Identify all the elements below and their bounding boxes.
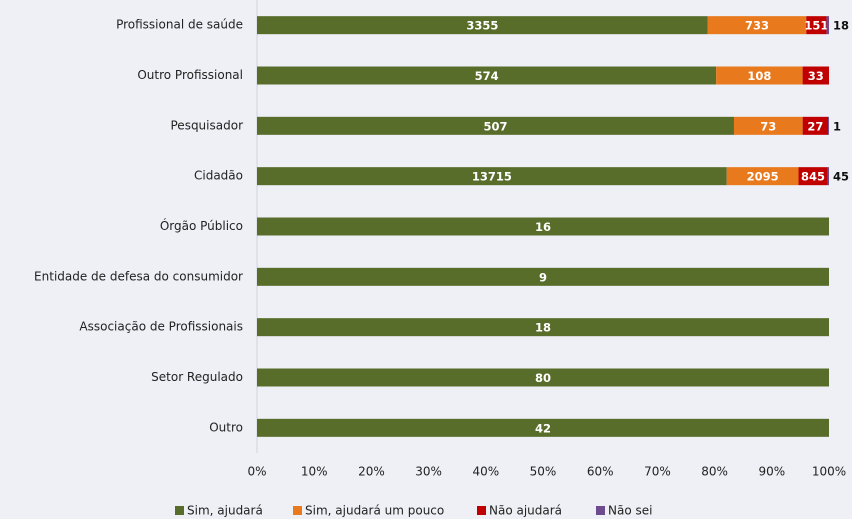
- x-tick-label: 70%: [644, 465, 671, 479]
- data-label: 3355: [466, 19, 498, 33]
- bar-segment: [802, 116, 829, 135]
- bar-segment: [257, 217, 829, 236]
- data-label: 733: [745, 19, 769, 33]
- bar-segment: [257, 116, 734, 135]
- data-label: 1: [833, 119, 841, 133]
- bar-segment: [257, 368, 829, 387]
- data-label: 80: [535, 371, 551, 385]
- bar-segment: [827, 167, 829, 186]
- y-tick-label: Pesquisador: [171, 118, 244, 132]
- x-tick-label: 30%: [415, 465, 442, 479]
- bar-segment: [826, 16, 829, 35]
- y-tick-label: Profissional de saúde: [116, 18, 243, 32]
- legend-swatch: [175, 506, 184, 515]
- y-tick-label: Cidadão: [194, 169, 243, 183]
- bar-segment: [257, 66, 717, 85]
- bar-segment: [257, 267, 829, 286]
- data-label: 574: [475, 69, 499, 83]
- data-label: 18: [535, 321, 551, 335]
- legend-label: Sim, ajudará: [187, 504, 263, 518]
- data-label: 16: [535, 220, 551, 234]
- bar-segment: [716, 66, 803, 85]
- legend-swatch: [596, 506, 605, 515]
- x-tick-label: 80%: [701, 465, 728, 479]
- data-label: 73: [760, 119, 776, 133]
- bar-segment: [828, 116, 829, 135]
- legend-swatch: [477, 506, 486, 515]
- legend-label: Não sei: [608, 504, 652, 518]
- data-label: 845: [801, 170, 825, 184]
- bar-segment: [802, 66, 829, 85]
- bar-segment: [733, 116, 803, 135]
- data-label: 33: [808, 69, 824, 83]
- legend-swatch: [293, 506, 302, 515]
- y-tick-label: Outro Profissional: [137, 68, 243, 82]
- y-tick-label: Órgão Público: [160, 218, 243, 233]
- x-tick-label: 90%: [758, 465, 785, 479]
- y-tick-label: Associação de Profissionais: [79, 320, 243, 334]
- y-tick-label: Setor Regulado: [151, 370, 243, 384]
- y-tick-label: Entidade de defesa do consumidor: [34, 269, 243, 283]
- x-tick-label: 20%: [358, 465, 385, 479]
- y-tick-label: Outro: [209, 420, 243, 434]
- legend-label: Não ajudará: [489, 504, 562, 518]
- x-tick-label: 60%: [587, 465, 614, 479]
- x-tick-label: 10%: [301, 465, 328, 479]
- x-tick-label: 50%: [530, 465, 557, 479]
- bar-segment: [726, 167, 799, 186]
- data-label: 507: [483, 119, 507, 133]
- data-label: 42: [535, 421, 551, 435]
- bar-segment: [257, 318, 829, 337]
- bar-segment: [257, 418, 829, 437]
- data-label: 9: [539, 270, 547, 284]
- bar-segment: [257, 16, 708, 35]
- data-label: 2095: [747, 170, 779, 184]
- x-tick-label: 40%: [472, 465, 499, 479]
- data-label: 13715: [472, 170, 512, 184]
- data-label: 45: [833, 170, 849, 184]
- x-tick-label: 0%: [247, 465, 266, 479]
- data-label: 18: [833, 19, 849, 33]
- bar-segment: [798, 167, 828, 186]
- bar-segment: [806, 16, 827, 35]
- data-label: 151: [804, 19, 828, 33]
- x-tick-label: 100%: [812, 465, 846, 479]
- bar-segment: [257, 167, 727, 186]
- data-label: 108: [747, 69, 771, 83]
- bar-segment: [707, 16, 807, 35]
- data-label: 27: [807, 119, 823, 133]
- legend-label: Sim, ajudará um pouco: [305, 504, 444, 518]
